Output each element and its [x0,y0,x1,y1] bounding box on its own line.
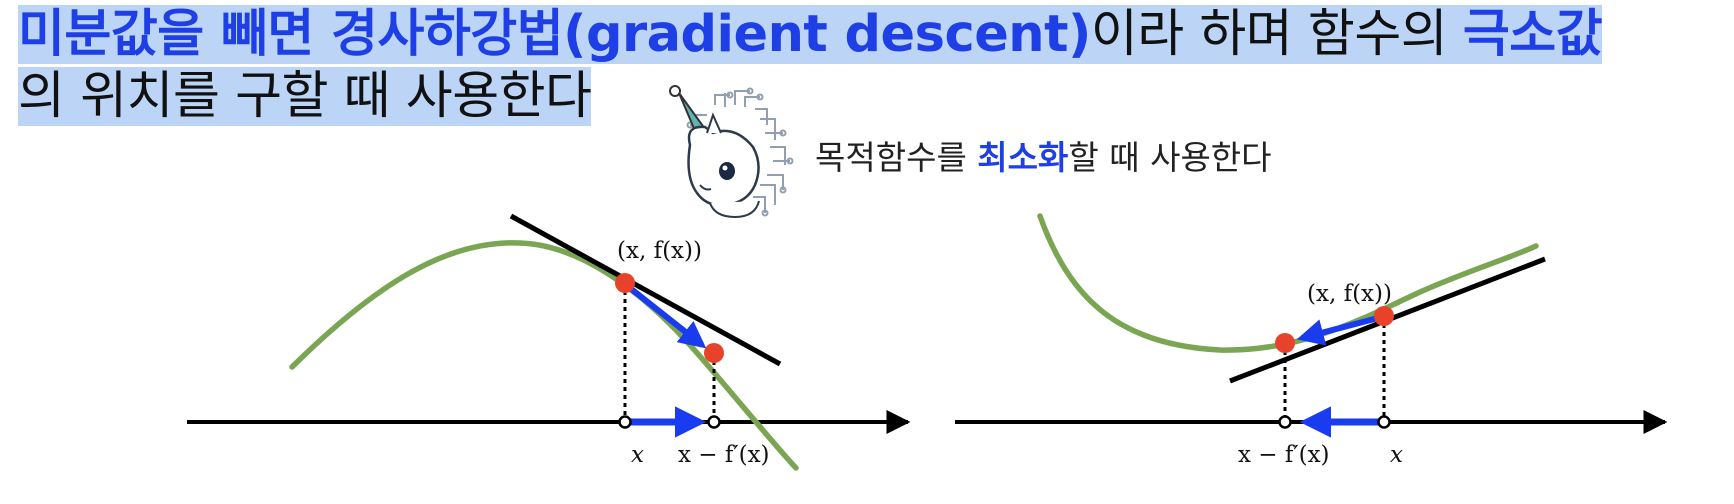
left-point-next [704,343,724,363]
left-next-label: x − f′(x) [678,442,770,468]
left-diagram: (x, f(x)) x x − f′(x) [187,213,911,471]
left-x-label: x [631,442,644,468]
headline: 미분값을 빼면 경사하강법(gradient descent)이라 하며 함수의… [18,4,1718,128]
left-axis-marker-next [707,415,721,429]
left-point-label: (x, f(x)) [617,238,702,264]
left-curve [289,240,799,471]
right-curve-arrow [1296,315,1379,346]
subnote-text-before: 목적함수를 [815,138,978,177]
left-point-current [615,273,635,293]
headline-emphasis-gradient-descent: 미분값을 빼면 경사하강법(gradient descent) [18,5,1091,64]
right-diagram: (x, f(x)) x − f′(x) x [955,213,1668,468]
right-curve [1037,213,1539,353]
left-tangent-line [509,213,782,367]
headline-highlight: 미분값을 빼면 경사하강법(gradient descent)이라 하며 함수의… [18,5,1603,126]
left-curve-arrow [628,285,707,349]
right-x-label: x [1390,442,1403,468]
right-point-next [1275,333,1295,353]
right-point-current [1374,306,1394,326]
right-next-label: x − f′(x) [1238,442,1330,468]
headline-text: 이라 하며 함수의 [1090,5,1463,64]
unicorn-mascot-icon [655,85,815,220]
right-axis-marker-x [1377,415,1391,429]
subnote-emphasis-minimize: 최소화 [977,138,1069,177]
left-axis-marker-x [618,415,632,429]
subnote: 목적함수를 최소화할 때 사용한다 [815,131,1272,179]
headline-line2: 의 위치를 구할 때 사용한다 [18,67,592,126]
right-point-label: (x, f(x)) [1307,281,1392,307]
headline-emphasis-local-minimum: 극소값 [1462,5,1603,64]
right-axis-marker-next [1278,415,1292,429]
subnote-text-after: 할 때 사용한다 [1068,138,1272,177]
